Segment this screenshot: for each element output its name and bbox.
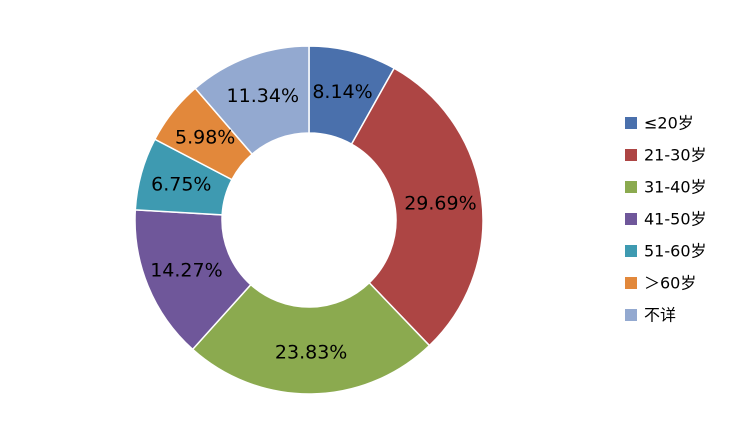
legend-swatch-4 [625, 245, 637, 257]
data-label-6: 11.34% [227, 85, 299, 107]
legend-item-4: 51-60岁 [625, 242, 707, 261]
legend-label-2: 31-40岁 [644, 178, 707, 197]
legend-item-3: 41-50岁 [625, 210, 707, 229]
legend-label-0: ≤20岁 [644, 114, 694, 133]
legend-swatch-3 [625, 213, 637, 225]
legend-item-5: ＞60岁 [625, 274, 696, 293]
legend-label-4: 51-60岁 [644, 242, 707, 261]
legend-swatch-6 [625, 309, 637, 321]
data-label-2: 23.83% [275, 341, 347, 363]
data-labels-layer: 8.14% 29.69% 23.83% 14.27% 6.75% 5.98% 11.34% [150, 81, 476, 364]
legend-label-6: 不详 [644, 306, 676, 325]
legend-swatch-0 [625, 117, 637, 129]
legend-label-1: 21-30岁 [644, 146, 707, 165]
data-label-0: 8.14% [312, 81, 372, 103]
donut-slice-6 [194, 45, 310, 156]
legend-item-0: ≤20岁 [625, 114, 694, 133]
legend-swatch-1 [625, 149, 637, 161]
data-label-5: 5.98% [175, 127, 235, 149]
donut-slice-2 [191, 281, 431, 395]
slices-layer [134, 45, 484, 395]
donut-slice-1 [350, 67, 484, 347]
legend-label-5: ＞60岁 [644, 274, 696, 293]
data-label-4: 6.75% [151, 174, 211, 196]
legend-item-6: 不详 [625, 306, 676, 325]
data-label-3: 14.27% [150, 259, 222, 281]
legend-label-3: 41-50岁 [644, 210, 707, 229]
legend-swatch-2 [625, 181, 637, 193]
legend-swatch-5 [625, 277, 637, 289]
legend-item-1: 21-30岁 [625, 146, 707, 165]
legend-item-2: 31-40岁 [625, 178, 707, 197]
data-label-1: 29.69% [404, 192, 476, 214]
